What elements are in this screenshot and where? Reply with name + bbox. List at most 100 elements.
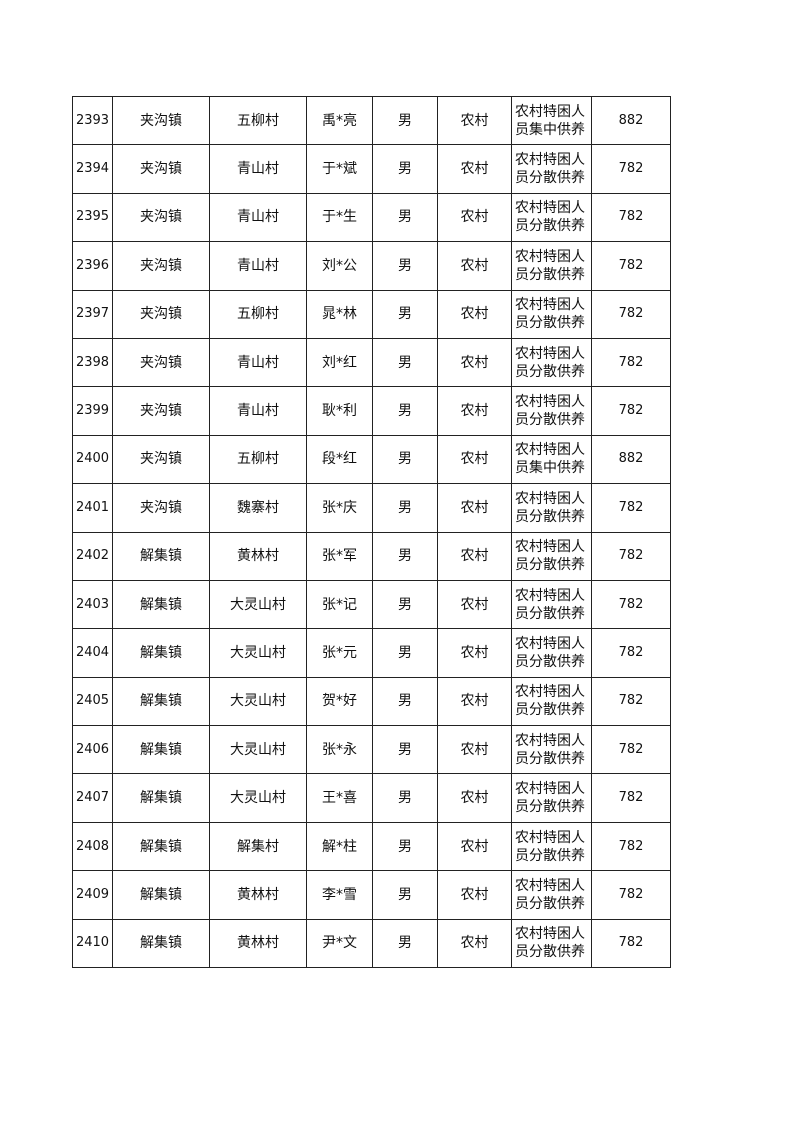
cell-residence: 农村 [437, 628, 512, 678]
cell-name: 刘*红 [306, 337, 373, 388]
cell-gender: 男 [372, 95, 438, 146]
cell-row-number: 2406 [72, 725, 113, 775]
table-body: 2393 夹沟镇 五柳村 禹*亮男农村 农村特困人员集中供养 882 2394 夹沟镇 青山村于… [72, 95, 671, 969]
cell-name: 于*生 [306, 192, 373, 243]
cell-town: 夹沟镇 [112, 95, 210, 146]
cell-row-number: 2404 [72, 628, 113, 678]
cell-gender: 男 [372, 725, 438, 775]
cell-residence: 农村 [437, 676, 512, 727]
cell-gender: 男 [372, 192, 438, 243]
cell-gender: 男 [372, 483, 438, 533]
cell-row-number: 2398 [72, 337, 113, 388]
cell-support-type: 农村特困人员分散供养 [511, 628, 592, 678]
cell-amount: 782 [591, 337, 671, 388]
cell-row-number: 2401 [72, 483, 113, 533]
cell-row-number: 2405 [72, 676, 113, 727]
cell-village: 解集村 [209, 821, 307, 872]
cell-residence: 农村 [437, 918, 512, 969]
cell-residence: 农村 [437, 434, 512, 485]
cell-amount: 782 [591, 192, 671, 243]
cell-amount: 782 [591, 918, 671, 969]
cell-town: 夹沟镇 [112, 192, 210, 243]
table-row: 2405 解集镇 大灵山村 贺*好男农村 农村特困人员分散供养 782 [72, 676, 671, 727]
cell-name: 刘*公 [306, 241, 373, 291]
cell-amount: 782 [591, 773, 671, 823]
cell-row-number: 2403 [72, 579, 113, 630]
cell-support-type: 农村特困人员分散供养 [511, 337, 592, 388]
table-row: 2404 解集镇 大灵山村 张*元男农村 农村特困人员分散供养 782 [72, 628, 671, 678]
table-row: 2410 解集镇 黄林村 尹*文男农村 农村特困人员分散供养 782 [72, 918, 671, 969]
cell-residence: 农村 [437, 95, 512, 146]
cell-residence: 农村 [437, 483, 512, 533]
cell-town: 夹沟镇 [112, 386, 210, 436]
cell-amount: 782 [591, 483, 671, 533]
cell-row-number: 2409 [72, 870, 113, 920]
cell-amount: 782 [591, 531, 671, 581]
cell-gender: 男 [372, 241, 438, 291]
table-row: 2403 解集镇 大灵山村 张*记男农村 农村特困人员分散供养 782 [72, 579, 671, 630]
cell-residence: 农村 [437, 386, 512, 436]
cell-support-type: 农村特困人员分散供养 [511, 676, 592, 727]
cell-residence: 农村 [437, 337, 512, 388]
cell-town: 夹沟镇 [112, 337, 210, 388]
cell-amount: 782 [591, 241, 671, 291]
cell-village: 黄林村 [209, 918, 307, 969]
cell-amount: 782 [591, 870, 671, 920]
cell-support-type: 农村特困人员分散供养 [511, 192, 592, 243]
cell-name: 禹*亮 [306, 95, 373, 146]
cell-gender: 男 [372, 918, 438, 969]
cell-name: 张*记 [306, 579, 373, 630]
cell-town: 夹沟镇 [112, 241, 210, 291]
cell-village: 青山村 [209, 144, 307, 194]
cell-village: 青山村 [209, 192, 307, 243]
cell-residence: 农村 [437, 192, 512, 243]
cell-amount: 782 [591, 628, 671, 678]
cell-gender: 男 [372, 821, 438, 872]
cell-residence: 农村 [437, 773, 512, 823]
cell-amount: 782 [591, 725, 671, 775]
cell-gender: 男 [372, 386, 438, 436]
cell-town: 解集镇 [112, 821, 210, 872]
cell-town: 解集镇 [112, 725, 210, 775]
table-row: 2399 夹沟镇 青山村 耿*利男农村 农村特困人员分散供养 782 [72, 386, 671, 436]
cell-residence: 农村 [437, 241, 512, 291]
cell-name: 尹*文 [306, 918, 373, 969]
table-row: 2409 解集镇 黄林村 李*雪男农村 农村特困人员分散供养 782 [72, 870, 671, 920]
table-row: 2398 夹沟镇 青山村 刘*红男农村 农村特困人员分散供养 782 [72, 337, 671, 388]
cell-village: 大灵山村 [209, 773, 307, 823]
cell-town: 夹沟镇 [112, 289, 210, 339]
table-row: 2402 解集镇 黄林村 张*军男农村 农村特困人员分散供养 782 [72, 531, 671, 581]
cell-amount: 782 [591, 676, 671, 727]
cell-row-number: 2402 [72, 531, 113, 581]
cell-residence: 农村 [437, 531, 512, 581]
table-row: 2400 夹沟镇 五柳村 段*红男农村 农村特困人员集中供养 882 [72, 434, 671, 485]
cell-village: 青山村 [209, 386, 307, 436]
cell-amount: 882 [591, 95, 671, 146]
cell-row-number: 2393 [72, 95, 113, 146]
cell-village: 五柳村 [209, 289, 307, 339]
cell-row-number: 2400 [72, 434, 113, 485]
cell-support-type: 农村特困人员分散供养 [511, 144, 592, 194]
cell-residence: 农村 [437, 821, 512, 872]
cell-amount: 782 [591, 821, 671, 872]
relief-recipients-table: 2393 夹沟镇 五柳村 禹*亮男农村 农村特困人员集中供养 882 2394 夹沟镇 青山村于… [72, 95, 671, 969]
cell-amount: 782 [591, 579, 671, 630]
table-row: 2397 夹沟镇 五柳村 晁*林男农村 农村特困人员分散供养 782 [72, 289, 671, 339]
cell-gender: 男 [372, 628, 438, 678]
cell-gender: 男 [372, 773, 438, 823]
cell-row-number: 2394 [72, 144, 113, 194]
cell-town: 解集镇 [112, 870, 210, 920]
table-row: 2408 解集镇 解集村 解*柱男农村 农村特困人员分散供养 782 [72, 821, 671, 872]
cell-name: 王*喜 [306, 773, 373, 823]
cell-town: 解集镇 [112, 773, 210, 823]
cell-name: 贺*好 [306, 676, 373, 727]
cell-town: 解集镇 [112, 579, 210, 630]
cell-name: 晁*林 [306, 289, 373, 339]
cell-support-type: 农村特困人员分散供养 [511, 483, 592, 533]
cell-amount: 882 [591, 434, 671, 485]
cell-amount: 782 [591, 144, 671, 194]
cell-amount: 782 [591, 386, 671, 436]
cell-row-number: 2399 [72, 386, 113, 436]
cell-village: 魏寨村 [209, 483, 307, 533]
cell-gender: 男 [372, 144, 438, 194]
